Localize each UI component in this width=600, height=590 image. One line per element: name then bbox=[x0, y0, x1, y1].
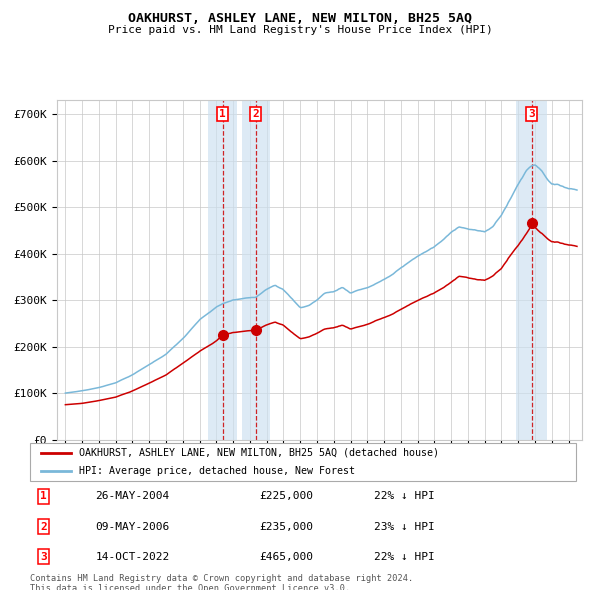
Text: OAKHURST, ASHLEY LANE, NEW MILTON, BH25 5AQ: OAKHURST, ASHLEY LANE, NEW MILTON, BH25 … bbox=[128, 12, 472, 25]
Text: 22% ↓ HPI: 22% ↓ HPI bbox=[374, 491, 435, 502]
Text: £235,000: £235,000 bbox=[259, 522, 313, 532]
Text: £225,000: £225,000 bbox=[259, 491, 313, 502]
Text: 2: 2 bbox=[253, 109, 259, 119]
Text: HPI: Average price, detached house, New Forest: HPI: Average price, detached house, New … bbox=[79, 466, 355, 476]
Text: 23% ↓ HPI: 23% ↓ HPI bbox=[374, 522, 435, 532]
Bar bbox=[517, 100, 547, 440]
Text: Contains HM Land Registry data © Crown copyright and database right 2024.
This d: Contains HM Land Registry data © Crown c… bbox=[30, 574, 413, 590]
Text: Price paid vs. HM Land Registry's House Price Index (HPI): Price paid vs. HM Land Registry's House … bbox=[107, 25, 493, 35]
Text: OAKHURST, ASHLEY LANE, NEW MILTON, BH25 5AQ (detached house): OAKHURST, ASHLEY LANE, NEW MILTON, BH25 … bbox=[79, 448, 439, 458]
Text: 1: 1 bbox=[40, 491, 47, 502]
Bar bbox=[242, 100, 270, 440]
Bar bbox=[208, 100, 237, 440]
Text: 2: 2 bbox=[40, 522, 47, 532]
Text: 3: 3 bbox=[40, 552, 47, 562]
Text: 1: 1 bbox=[220, 109, 226, 119]
Text: 3: 3 bbox=[528, 109, 535, 119]
Text: 09-MAY-2006: 09-MAY-2006 bbox=[95, 522, 170, 532]
FancyBboxPatch shape bbox=[30, 442, 576, 481]
Text: 14-OCT-2022: 14-OCT-2022 bbox=[95, 552, 170, 562]
Text: £465,000: £465,000 bbox=[259, 552, 313, 562]
Text: 26-MAY-2004: 26-MAY-2004 bbox=[95, 491, 170, 502]
Text: 22% ↓ HPI: 22% ↓ HPI bbox=[374, 552, 435, 562]
